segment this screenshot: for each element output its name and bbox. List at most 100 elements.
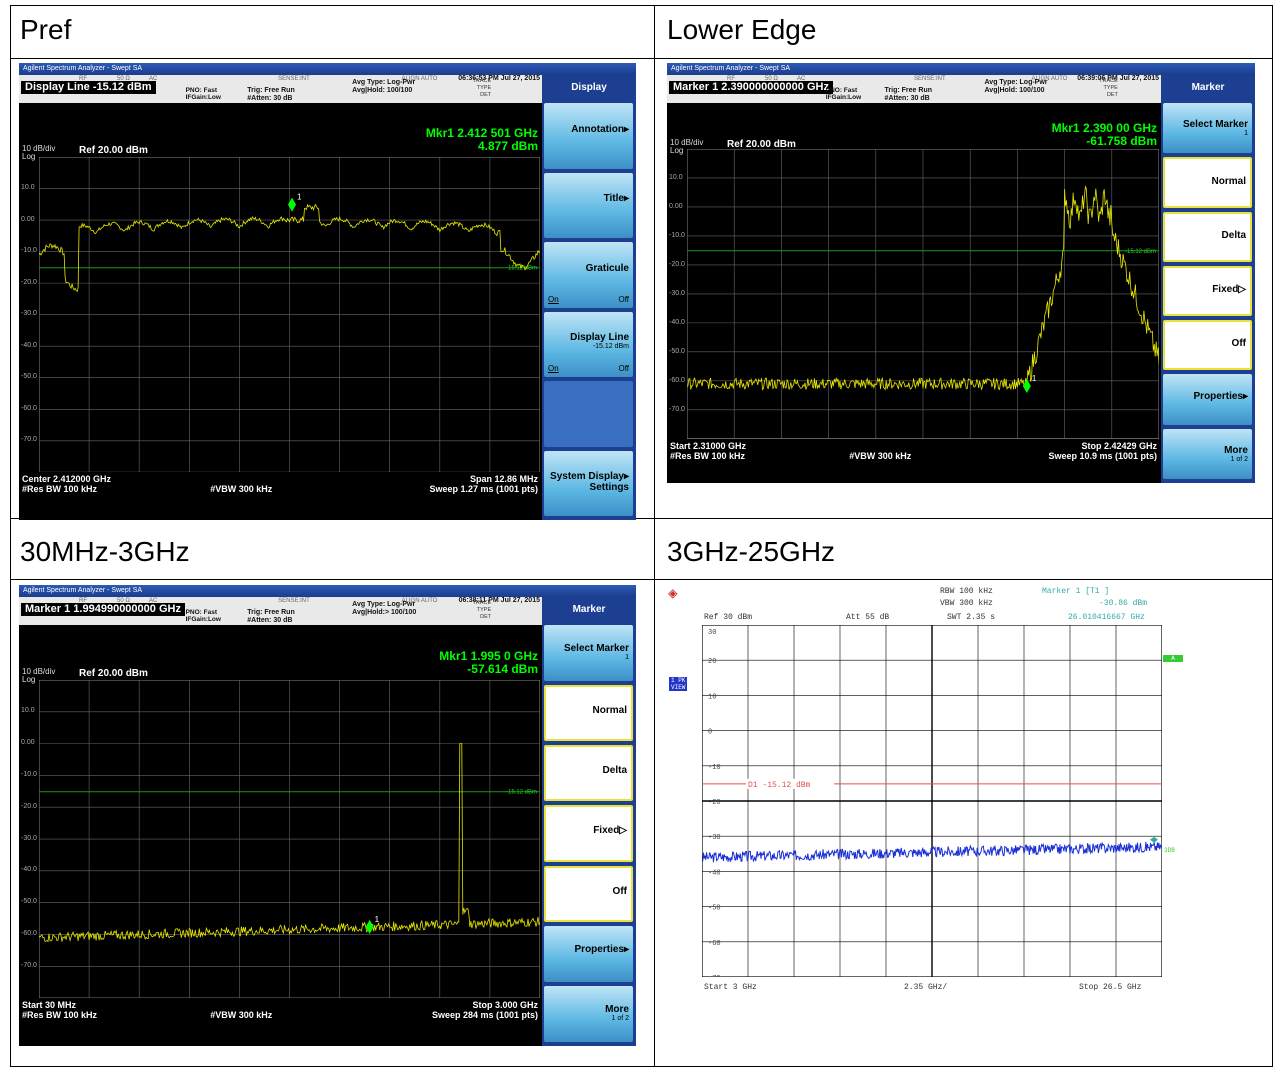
marker-number: 1 <box>1032 374 1037 383</box>
s3-title: Marker 1 1.994990000000 GHz <box>21 603 185 616</box>
softkey-label: Normal <box>1211 175 1246 187</box>
log-label: Log <box>22 152 36 162</box>
align-label: ALIGN AUTO <box>401 76 438 82</box>
softkey-label: Annotation▸ <box>571 123 629 135</box>
softkey-label: Properties▸ <box>1193 390 1248 402</box>
s3-plot: -15.12 dBm 1 <box>39 679 540 998</box>
softkey-label: System Display▸ Settings <box>550 471 629 494</box>
s3-softkeys: Marker Select Marker 1 Normal Delta Fixed▷ Off… <box>542 597 636 1046</box>
s1-softkey[interactable]: Display Line -15.12 dBm On Off <box>544 311 633 377</box>
s3-softkey[interactable]: Properties▸ <box>544 925 633 982</box>
trace-block: TRACE TYPE DET <box>1099 78 1118 99</box>
s1-mkr-amp: 4.877 dBm <box>477 138 538 153</box>
spectrum-trace <box>39 203 540 293</box>
softkey-label: More <box>605 1003 629 1015</box>
s1-mkr-freq: Mkr1 2.412 501 GHz <box>425 125 538 140</box>
trace-block: TRACE TYPE DET <box>472 78 491 99</box>
grid-divider-vertical <box>654 6 655 1066</box>
trig-block: Trig: Free Run #Atten: 30 dB <box>885 87 932 103</box>
status-bar: RF 50 Ω AC SENSE:INT ALIGN AUTO 06:36:53 PM J… <box>19 75 542 103</box>
s1-x-start: Center 2.412000 GHz <box>22 474 112 484</box>
s2-softkey[interactable]: Normal <box>1163 157 1252 208</box>
screen-30mhz-3ghz: Agilent Spectrum Analyzer - Swept SA RF 50… <box>19 585 636 1046</box>
rs-y-tick: 0 <box>708 729 712 737</box>
rbw-label: #Res BW 100 kHz <box>22 1009 98 1020</box>
rs-marker-icon <box>1150 836 1158 843</box>
y-tick-label: -20.0 <box>21 278 37 286</box>
window-title: Agilent Spectrum Analyzer - Swept SA <box>19 585 636 597</box>
rs-stop: Stop 26.5 GHz <box>1079 983 1142 992</box>
ifgain-label: IFGain:Low <box>185 616 221 623</box>
ohm-label: 50 Ω <box>765 76 778 82</box>
y-tick-label: 10.0 <box>21 184 35 192</box>
s3-softkey[interactable]: Off <box>544 865 633 922</box>
rs-y-tick: -70 <box>708 975 721 977</box>
s1-softkey[interactable] <box>544 381 633 447</box>
rs-y-tick: -40 <box>708 869 721 877</box>
s1-x-stop: Span 12.86 MHz <box>469 474 538 484</box>
s2-menu-title: Marker <box>1191 82 1225 93</box>
softkey-label: Properties▸ <box>574 943 629 955</box>
rs-spectrum-trace <box>702 840 1162 863</box>
s3-softkey[interactable]: Fixed▷ <box>544 805 633 862</box>
y-tick-label: -70.0 <box>21 436 37 444</box>
s1-softkey[interactable]: Annotation▸ <box>544 103 633 169</box>
s3-x-start: Start 30 MHz <box>22 999 77 1010</box>
ref-label: Ref 20.00 dBm <box>79 667 148 679</box>
s2-softkey[interactable]: Select Marker 1 <box>1163 103 1252 154</box>
y-tick-label: -20.0 <box>21 802 37 810</box>
s1-softkey[interactable]: System Display▸ Settings <box>544 450 633 516</box>
trig-label: Trig: Free Run <box>247 609 295 616</box>
sense-label: SENSE:INT <box>913 76 946 82</box>
rs-plot: 30 20 10 0 -10 -20 -30 -40 -50 -60 -70 D1 -15.12 dB… <box>702 625 1162 977</box>
y-tick-label: -10.0 <box>669 232 685 240</box>
avg-type: Avg Type: Log-Pwr <box>352 601 416 608</box>
s1-plot: -15.12 dBm 1 <box>39 156 540 472</box>
s3-softkey[interactable]: Select Marker 1 <box>544 625 633 682</box>
align-label: ALIGN AUTO <box>1031 76 1068 82</box>
s2-time: 06:39:06 PM Jul 27, 2015 <box>1077 75 1159 82</box>
rs-y-tick: 10 <box>708 693 716 701</box>
s2-softkey[interactable]: Delta <box>1163 211 1252 262</box>
trig-block: Trig: Free Run #Atten: 30 dB <box>247 609 294 625</box>
s1-softkeys: Display Annotation▸ Title▸ Graticule On Off Di… <box>542 75 636 520</box>
rf-label: RF <box>727 76 735 82</box>
title-3ghz-25ghz: 3GHz-25GHz <box>667 536 836 567</box>
s3-softkey[interactable]: Delta <box>544 745 633 802</box>
header-divider-bottom <box>11 579 1272 580</box>
avg-type: Avg Type: Log-Pwr <box>984 79 1048 86</box>
status-bar: RF 50 Ω AC SENSE:INT ALIGN AUTO 06:38:11 PM J… <box>19 597 542 625</box>
s2-mkr-amp: -61.758 dBm <box>1086 133 1157 148</box>
y-tick-label: 0.00 <box>669 203 683 211</box>
s2-softkey[interactable]: Fixed▷ <box>1163 265 1252 317</box>
s2-softkey[interactable]: More 1 of 2 <box>1163 428 1252 479</box>
softkey-sub: 1 <box>625 654 629 662</box>
y-tick-label: -60.0 <box>21 929 37 937</box>
y-tick-label: 10.0 <box>669 174 683 182</box>
y-tick-label: -40.0 <box>21 866 37 874</box>
s1-softkey[interactable]: Graticule On Off <box>544 242 633 308</box>
s2-softkey[interactable]: Properties▸ <box>1163 374 1252 425</box>
rs-att: Att 55 dB <box>846 613 890 622</box>
softkey-onoff: On Off <box>548 364 629 373</box>
y-tick-label: -30.0 <box>21 834 37 842</box>
trace-label: TRACE <box>1099 78 1118 84</box>
s3-softkey[interactable]: More 1 of 2 <box>544 985 633 1042</box>
y-tick-label: -30.0 <box>21 310 37 318</box>
trace-block: TRACE TYPE DET <box>472 600 491 621</box>
s2-x-stop: Stop 2.42429 GHz <box>1081 440 1157 451</box>
display-line-label: -15.12 dBm <box>506 265 537 271</box>
softkey-label: Fixed▷ <box>593 825 627 837</box>
pno-block: PNO: Fast IFGain:Low <box>186 87 221 101</box>
s3-mkr-amp: -57.614 dBm <box>467 661 538 676</box>
s2-softkey[interactable]: Off <box>1163 320 1252 371</box>
title-30mhz-3ghz: 30MHz-3GHz <box>20 536 190 567</box>
softkey-label: Select Marker <box>1182 119 1248 131</box>
rs-y-tick: -60 <box>708 940 721 948</box>
rs-marker-freq: 26.010416667 GHz <box>1068 613 1145 622</box>
scale-block: 10 dB/div Log <box>22 145 55 161</box>
s1-softkey[interactable]: Title▸ <box>544 172 633 238</box>
y-tick-label: -70.0 <box>21 961 37 969</box>
s3-softkey[interactable]: Normal <box>544 685 633 742</box>
title-lower-edge: Lower Edge <box>667 14 817 45</box>
